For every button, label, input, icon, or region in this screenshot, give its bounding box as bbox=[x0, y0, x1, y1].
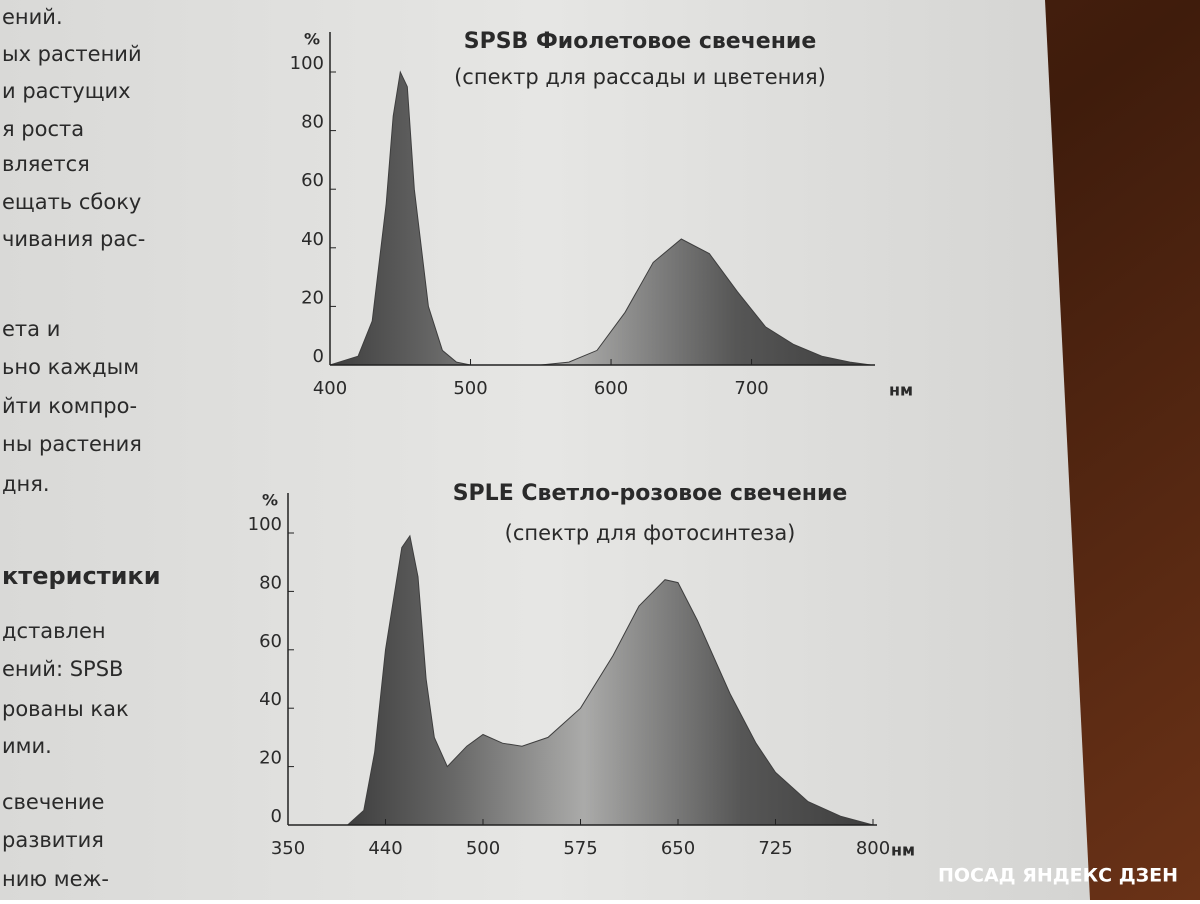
y-tick-label: 0 bbox=[271, 806, 282, 827]
body-text: развития bbox=[2, 828, 104, 852]
chart-subtitle: (спектр для рассады и цветения) bbox=[454, 65, 826, 89]
y-tick-label: 80 bbox=[301, 112, 324, 133]
x-axis-label: нм bbox=[889, 381, 913, 400]
x-tick-label: 440 bbox=[368, 838, 402, 859]
y-tick-label: 0 bbox=[313, 346, 324, 367]
y-tick-label: 80 bbox=[259, 572, 282, 593]
body-text: ых растений bbox=[2, 42, 142, 66]
body-text: свечение bbox=[2, 790, 104, 814]
paper bbox=[0, 0, 1090, 900]
chart-title: SPLE Светло-розовое свечение bbox=[453, 481, 848, 506]
body-text: чивания рас- bbox=[2, 227, 145, 251]
body-text: и растущих bbox=[2, 79, 131, 103]
x-tick-label: 650 bbox=[661, 838, 695, 859]
body-text: ими. bbox=[2, 734, 52, 758]
body-text: я роста bbox=[2, 117, 84, 141]
y-tick-label: 60 bbox=[259, 631, 282, 652]
chart-subtitle: (спектр для фотосинтеза) bbox=[505, 521, 796, 545]
body-text: ны растения bbox=[2, 432, 142, 456]
x-tick-label: 400 bbox=[313, 378, 347, 399]
body-text: дня. bbox=[2, 472, 50, 496]
body-text: нию меж- bbox=[2, 867, 109, 891]
spectrum-area bbox=[347, 534, 874, 826]
body-text: рованы как bbox=[2, 697, 129, 721]
y-tick-label: 100 bbox=[290, 53, 324, 74]
y-tick-label: 60 bbox=[301, 170, 324, 191]
x-tick-label: 800 bbox=[856, 838, 890, 859]
body-text: дставлен bbox=[2, 619, 106, 643]
body-text: ещать сбоку bbox=[2, 190, 141, 214]
body-text: вляется bbox=[2, 152, 90, 176]
x-tick-label: 350 bbox=[271, 838, 305, 859]
x-tick-label: 575 bbox=[563, 838, 597, 859]
x-tick-label: 700 bbox=[734, 378, 768, 399]
chart-title: SPSB Фиолетовое свечение bbox=[464, 29, 817, 54]
x-tick-label: 500 bbox=[453, 378, 487, 399]
body-text: ета и bbox=[2, 317, 60, 341]
body-text: ений: SPSB bbox=[2, 657, 123, 681]
body-text: йти компро- bbox=[2, 394, 137, 418]
x-axis-label: нм bbox=[891, 841, 915, 860]
spectrum-area bbox=[329, 70, 872, 366]
x-tick-label: 600 bbox=[594, 378, 628, 399]
y-tick-label: 100 bbox=[248, 514, 282, 535]
body-text: ений. bbox=[2, 5, 63, 29]
y-axis-label: % bbox=[304, 30, 320, 49]
y-tick-label: 20 bbox=[259, 748, 282, 769]
y-tick-label: 40 bbox=[301, 229, 324, 250]
y-tick-label: 40 bbox=[259, 689, 282, 710]
x-tick-label: 725 bbox=[758, 838, 792, 859]
watermark: ПОСАД ЯНДЕКС ДЗЕН bbox=[938, 865, 1178, 887]
body-text: ьно каждым bbox=[2, 355, 139, 379]
y-tick-label: 20 bbox=[301, 287, 324, 308]
y-axis-label: % bbox=[262, 491, 278, 510]
x-tick-label: 500 bbox=[466, 838, 500, 859]
section-heading: ктеристики bbox=[2, 562, 161, 590]
